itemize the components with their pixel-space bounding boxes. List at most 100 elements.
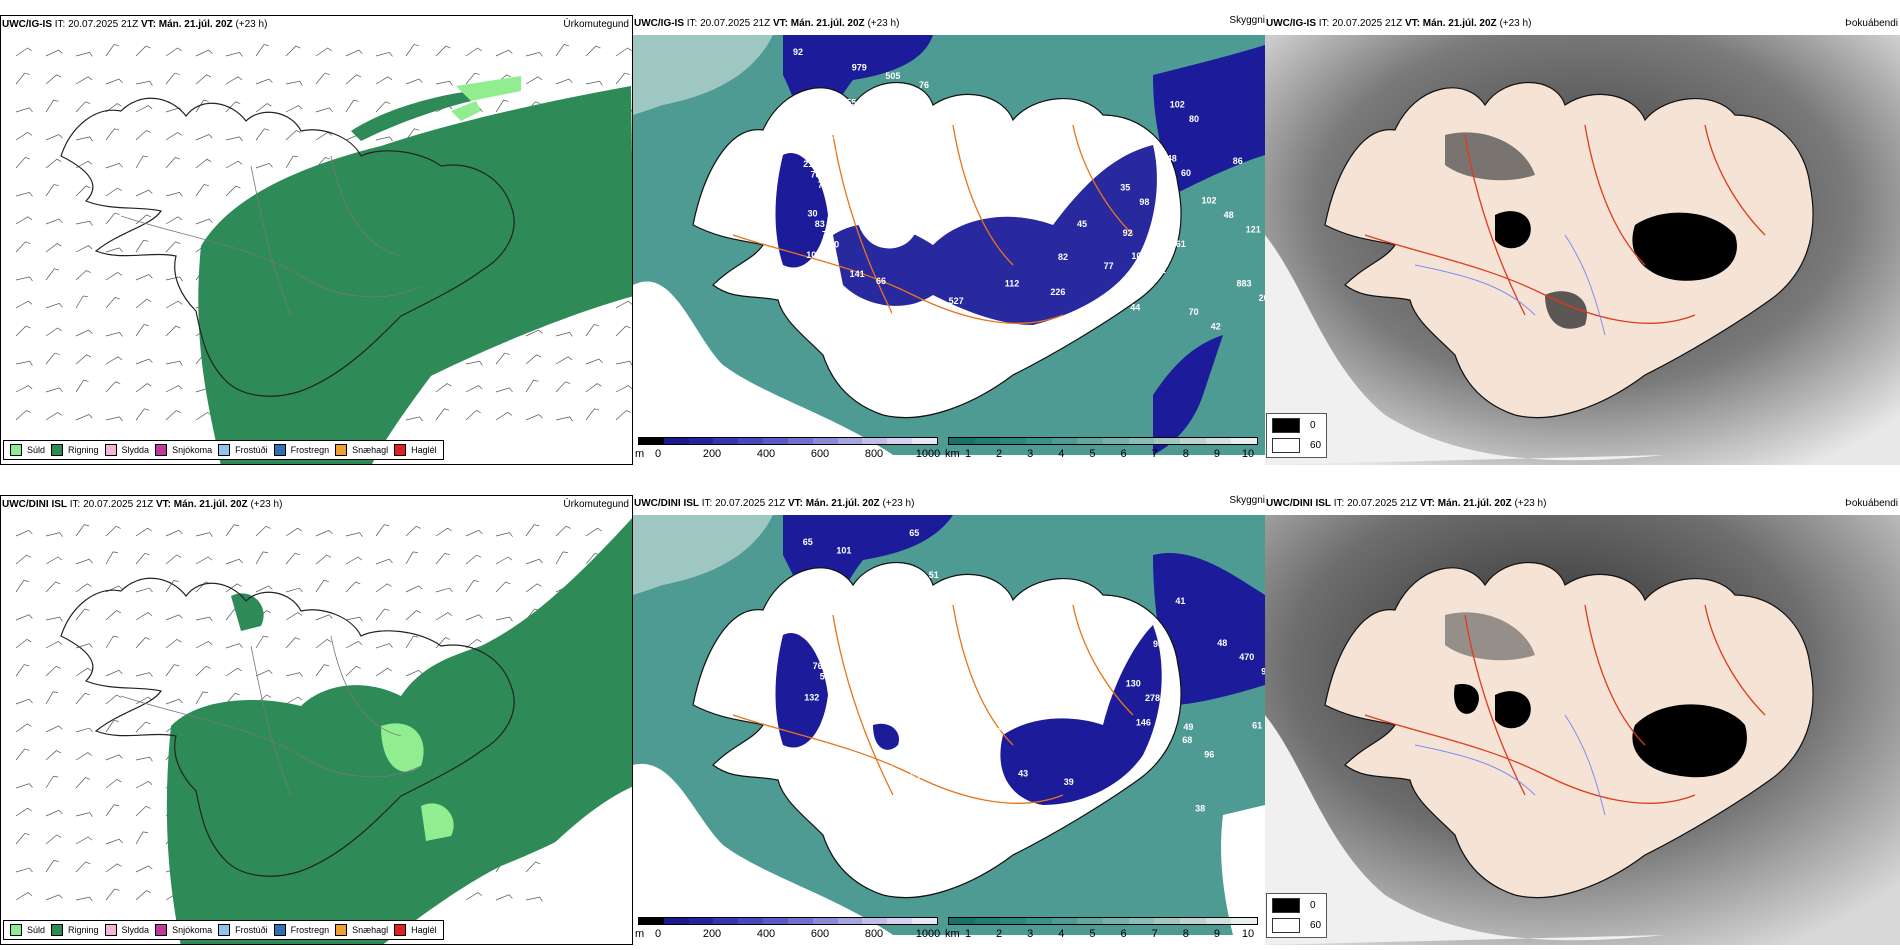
wind-barb [345, 532, 363, 537]
wind-barb [135, 324, 149, 337]
wind-barb [465, 360, 483, 366]
fog-legend: 0 60 [1266, 413, 1328, 458]
visibility-value-label: 278 [1145, 693, 1160, 703]
visibility-value-label: 505 [885, 71, 900, 81]
wind-barb [135, 130, 151, 141]
legend-item: Rigning [51, 444, 99, 456]
legend-swatch [1272, 438, 1300, 453]
wind-barb [555, 78, 573, 85]
wind-barb [195, 640, 213, 649]
wind-barb [285, 552, 300, 565]
wind-barb [105, 863, 122, 873]
wind-barb [75, 836, 93, 845]
visibility-value-label: 45 [986, 201, 996, 211]
visibility-value-label: 102 [1202, 196, 1217, 206]
wind-barb [285, 612, 303, 621]
wind-barb [105, 162, 123, 169]
wind-barb [225, 643, 243, 649]
visibility-value-label: 44 [1130, 303, 1140, 313]
roads [732, 604, 1134, 804]
wind-barb [135, 672, 153, 677]
fog-patch [1454, 684, 1479, 714]
fog-patch [1445, 612, 1535, 661]
wind-barb [105, 778, 122, 789]
wind-barb [105, 212, 120, 225]
wind-barb [45, 640, 63, 649]
wind-barb [135, 239, 149, 253]
colorbar-tick-label: 9 [1213, 448, 1220, 460]
legend-swatch [218, 924, 231, 936]
wind-barb [75, 185, 91, 197]
visibility-value-label: 54 [1134, 625, 1144, 635]
panel-title: Þokuábendi [1845, 18, 1898, 29]
wind-barb [135, 189, 153, 197]
wind-barb [555, 44, 569, 57]
wind-barb [45, 268, 60, 281]
clear-area [1221, 805, 1265, 935]
visibility-value-label: 108 [890, 596, 905, 606]
wind-barb [225, 558, 243, 565]
colorbar-tick-label: 800 [864, 928, 884, 940]
visibility-value-label: 42 [1211, 322, 1221, 332]
visibility-value-label: 49 [1183, 722, 1193, 732]
colorbar-tick-label: 2 [996, 448, 1003, 460]
colorbar-tick-label: 4 [1058, 928, 1065, 940]
visibility-value-label: 92 [1123, 228, 1133, 238]
visibility-value-label: 30 [1045, 700, 1055, 710]
wind-barb [285, 637, 301, 649]
precip-map [15, 518, 632, 944]
wind-barb [75, 101, 91, 113]
wind-barb [105, 635, 119, 649]
wind-barb [165, 529, 183, 537]
wind-barb [255, 78, 273, 85]
wind-barb [525, 524, 540, 537]
colorbar-tick-label: 3 [1027, 928, 1034, 940]
wind-barb [255, 103, 272, 113]
visibility-value-label: 35 [1120, 182, 1130, 192]
panel-header: UWC/DINI ISL IT: 20.07.2025 21Z VT: Mán.… [2, 499, 283, 510]
roads [1364, 124, 1766, 324]
wind-barb [255, 669, 273, 677]
colorbar-tick-label: 1000 [915, 928, 941, 940]
visibility-value-label: 66 [876, 276, 886, 286]
wind-barb [195, 665, 211, 677]
wind-barb [105, 128, 120, 141]
wind-barb [465, 385, 483, 393]
visibility-value-label: 77 [1104, 261, 1114, 271]
wind-barb [105, 356, 123, 365]
legend-swatch [273, 924, 286, 936]
visibility-value-label: 77 [899, 148, 909, 158]
wind-barb [105, 804, 120, 817]
wind-barb [315, 529, 333, 537]
wind-barb [495, 411, 513, 421]
wind-barb [315, 638, 332, 649]
wind-barb [45, 411, 63, 421]
wind-barb [495, 99, 509, 113]
colorbar-tick-label: 6 [1120, 448, 1127, 460]
low-vis-area [1153, 553, 1265, 705]
fog-patch [1445, 132, 1535, 181]
wind-barb [135, 527, 152, 537]
wind-barb [75, 643, 93, 649]
colorbar-tick-label: 7 [1151, 448, 1158, 460]
wind-barb [15, 192, 33, 197]
wind-barb [195, 411, 213, 421]
wind-barb [15, 867, 33, 873]
visibility-value-label: 63 [891, 310, 901, 320]
visibility-value-label: 111 [808, 742, 822, 752]
wind-barb [165, 664, 180, 677]
colorbar-tick-label: 400 [756, 448, 776, 460]
wind-barb [195, 49, 213, 57]
wind-barb [465, 614, 483, 621]
visibility-value-label: 67 [1149, 270, 1159, 280]
fog-legend-item: 60 [1272, 438, 1321, 453]
wind-barb [465, 72, 480, 85]
wind-barb [165, 325, 181, 337]
visibility-panel-row1: UWC/IG-IS IT: 20.07.2025 21Z VT: Mán. 21… [633, 15, 1265, 465]
wind-barb [615, 325, 631, 337]
wind-barb [105, 187, 122, 197]
wind-barb [375, 608, 390, 621]
wind-barb [45, 49, 63, 57]
visibility-value-label: 132 [866, 139, 881, 149]
wind-barb [75, 354, 92, 365]
